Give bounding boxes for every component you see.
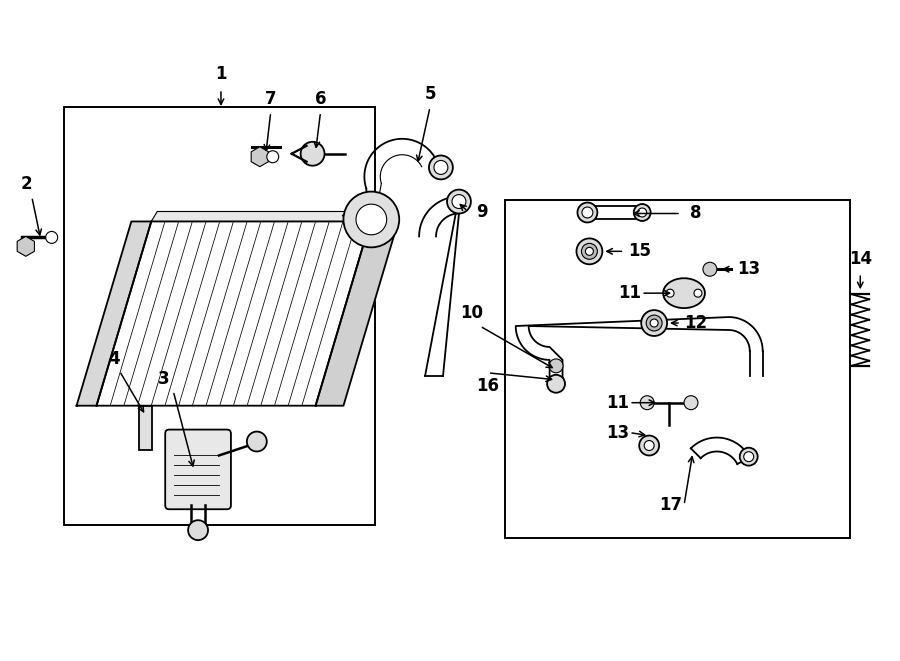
Text: 3: 3 [158,369,169,388]
Text: 5: 5 [424,85,436,103]
Circle shape [46,231,58,243]
Circle shape [650,319,658,327]
Polygon shape [316,221,398,406]
Text: 11: 11 [606,394,629,412]
Text: 16: 16 [476,377,500,395]
Circle shape [640,396,654,410]
Circle shape [301,142,325,166]
Circle shape [447,190,471,214]
Polygon shape [76,221,151,406]
Circle shape [644,440,654,451]
Text: 2: 2 [21,175,32,192]
Circle shape [666,289,674,297]
Circle shape [356,204,387,235]
Text: 4: 4 [109,350,121,368]
Text: 8: 8 [690,204,702,223]
Ellipse shape [663,278,705,308]
Bar [505,200,850,538]
Polygon shape [151,212,376,221]
Circle shape [694,289,702,297]
Circle shape [684,396,698,410]
Text: 15: 15 [627,243,651,260]
Text: 11: 11 [617,284,641,302]
Bar [140,406,152,451]
Circle shape [344,192,400,247]
Text: 13: 13 [737,260,760,278]
Bar [64,107,375,525]
Text: 10: 10 [461,304,483,322]
Circle shape [646,315,662,331]
Circle shape [547,375,565,393]
Circle shape [188,520,208,540]
Circle shape [429,155,453,179]
Text: 6: 6 [315,90,327,108]
Circle shape [585,247,593,255]
Text: 1: 1 [215,65,227,83]
Circle shape [549,359,563,373]
Circle shape [638,208,647,217]
Text: 14: 14 [849,251,872,268]
Circle shape [641,310,667,336]
Text: 7: 7 [265,90,276,108]
Text: 12: 12 [684,314,707,332]
Circle shape [578,202,598,223]
Circle shape [434,161,448,175]
Text: 13: 13 [606,424,629,442]
Circle shape [577,239,602,264]
Circle shape [266,151,279,163]
Circle shape [581,243,598,259]
Circle shape [452,194,466,208]
Circle shape [703,262,717,276]
Circle shape [639,436,659,455]
Circle shape [634,204,651,221]
Circle shape [740,447,758,465]
FancyBboxPatch shape [166,430,231,509]
Circle shape [743,451,753,461]
Circle shape [582,207,593,218]
Circle shape [247,432,266,451]
Text: 17: 17 [660,496,682,514]
Text: 9: 9 [476,202,488,221]
